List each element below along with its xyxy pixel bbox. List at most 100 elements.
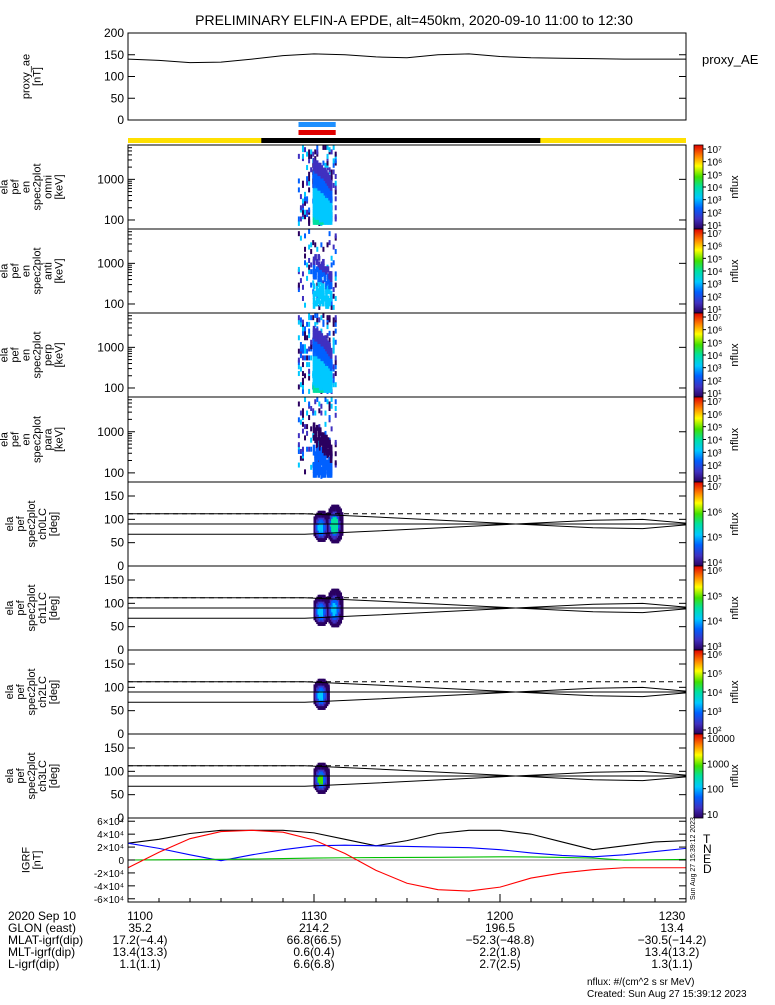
bottom-row-value: 1.3(1.1) — [651, 957, 692, 971]
panel-3-pixel — [334, 371, 337, 377]
panel-6-pixel — [314, 598, 318, 604]
panel-4-pixel — [315, 452, 319, 459]
panel-5-pixel — [328, 508, 332, 514]
panel-2-cb-title: nflux — [729, 259, 741, 283]
panel-0-ylabel-line: [nT] — [32, 67, 44, 86]
panel-4-pixel — [312, 449, 316, 456]
panel-1-pixel — [301, 144, 304, 150]
panel-4-cb-label: 10³ — [707, 448, 722, 459]
panel-3-pixel — [332, 364, 335, 370]
panel-3-pixel — [299, 346, 302, 352]
panel-2-pixel — [329, 295, 333, 302]
bottom-row-label: MLT-igrf(dip) — [8, 945, 75, 959]
panel-3-pixel — [306, 321, 309, 327]
panel-4-pixel — [317, 454, 321, 461]
igrf-legend-T: T — [703, 832, 711, 846]
panel-3-pixel — [297, 371, 300, 377]
panel-6-pixel — [329, 590, 333, 596]
panel-4-pixel — [310, 464, 313, 470]
panel-2-pixel — [304, 253, 307, 259]
panel-2-pixel — [312, 302, 316, 309]
panel-8: 10 100 1000 10000 nflux 0 50 100 150 ela pef spec2p… — [4, 733, 741, 825]
panel-5-pixel — [333, 504, 337, 510]
panel-3-pixel — [328, 337, 331, 343]
panel-2-pixel — [330, 300, 333, 306]
bottom-row-value: −30.5(−14.2) — [638, 933, 707, 947]
panel-3-pixel — [332, 377, 335, 383]
panel-2-pixel — [334, 233, 337, 239]
panel-2-ylabel-line: [keV] — [54, 258, 66, 283]
panel-2-pixel — [332, 304, 335, 310]
panel-3-pixel — [299, 321, 302, 327]
bottom-row-value: 1.1(1.1) — [119, 957, 160, 971]
panel-5-ylabel-line: ch0LC — [37, 508, 49, 540]
panel-2-pixel — [322, 246, 325, 252]
panel-1-pixel — [299, 205, 302, 211]
panel-2-pixel — [325, 295, 328, 302]
panel-8-loss-cone-line — [128, 770, 687, 787]
panel-3-pixel — [315, 328, 319, 335]
panel-4-pixel — [322, 459, 325, 466]
panel-3-pixel — [332, 373, 335, 379]
panel-2-pixel — [329, 280, 333, 287]
state-bars — [128, 122, 686, 143]
panel-1-pixel — [308, 207, 311, 213]
panel-8-ylabel-line: ela — [4, 768, 16, 784]
panel-2-pixel — [317, 266, 321, 273]
panel-3-pixel — [326, 333, 329, 339]
panel-4-pixel — [316, 396, 319, 402]
panel-4-pixel — [315, 461, 319, 468]
panel-4-pixel — [301, 421, 304, 427]
panel-4-pixel — [317, 447, 321, 454]
panel-4-pixel — [334, 460, 337, 466]
panel-5-pixel — [325, 514, 329, 520]
panel-9-ylabel-line: IGRF — [21, 847, 33, 874]
footer-units: nflux: #/(cm^2 s sr MeV) — [587, 977, 695, 988]
panel-1-pixel — [297, 178, 300, 184]
panel-4-pixel — [310, 437, 313, 443]
panel-1-pixel — [304, 147, 307, 153]
panel-2-pixel — [317, 295, 321, 302]
panel-2-pixel — [315, 258, 319, 265]
panel-2-pixel — [315, 290, 319, 297]
panel-3-pixel — [308, 312, 311, 318]
panel-1-pixel — [332, 158, 335, 164]
panel-0-frame — [127, 32, 687, 121]
panel-2-pixel — [334, 275, 337, 281]
panel-4-cb-label: 10² — [707, 461, 722, 472]
panel-3-pixel — [301, 348, 304, 354]
panel-4-pixel — [326, 449, 330, 456]
panel-2-cb-label: 10⁷ — [707, 229, 722, 240]
panel-1-colorbar — [693, 144, 704, 230]
panel-6-pixel — [338, 590, 341, 596]
panel-4-pixel — [297, 448, 300, 454]
panel-4-pixel — [315, 424, 319, 431]
panel-3-frame — [127, 312, 687, 398]
panel-4-pixel — [308, 415, 311, 421]
bottom-row-value: 66.8(66.5) — [287, 933, 342, 947]
panel-2-ylabel-line: spec2plot — [32, 247, 44, 294]
panel-2-pixel — [322, 271, 325, 277]
panel-2-pixel — [304, 233, 307, 239]
panel-2-ytick-label: 100 — [104, 297, 124, 311]
panel-4-pixel — [312, 471, 316, 478]
panel-3-pixel — [304, 326, 307, 332]
panel-2-pixel — [326, 278, 330, 285]
panel-1-pixel — [306, 151, 309, 157]
panel-3-cb-label: 10³ — [707, 364, 722, 375]
panel-4-cb-label: 10¹ — [707, 474, 722, 485]
proxy-ae-line — [127, 53, 686, 64]
panel-3-pixel — [301, 330, 304, 336]
panel-1-pixel — [328, 147, 331, 153]
panel-4-pixel — [312, 444, 316, 451]
panel-9-ytick-label: 0 — [118, 856, 124, 867]
panel-2-pixel — [316, 246, 319, 252]
panel-3-pixel — [332, 348, 335, 354]
panel-2-pixel — [318, 290, 322, 297]
panel-2-pixel — [332, 287, 335, 293]
panel-4-pixel — [297, 417, 300, 423]
panel-3-pixel — [301, 319, 304, 325]
panel-2-cb-label: 10¹ — [707, 305, 722, 316]
